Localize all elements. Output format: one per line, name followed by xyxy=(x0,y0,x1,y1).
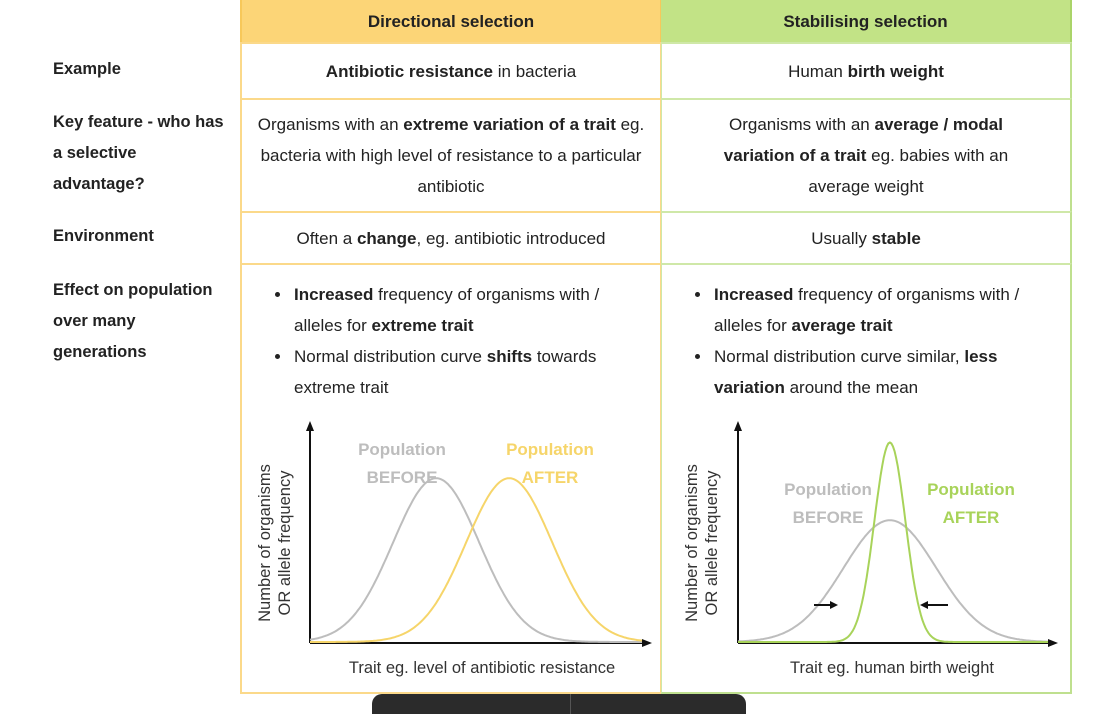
bold-text: Increased xyxy=(714,285,794,304)
text: Human xyxy=(788,61,848,81)
bold-text: extreme trait xyxy=(371,316,474,335)
effect-list-directional: Increased frequency of organisms with / … xyxy=(242,279,660,403)
arrowhead xyxy=(920,601,928,609)
cell-environment-stabilising: Usually stable xyxy=(661,211,1072,263)
text: Normal distribution curve similar, xyxy=(714,347,965,366)
list-item: Normal distribution curve similar, less … xyxy=(712,341,1060,403)
text: frequency of organisms with / alleles fo… xyxy=(294,285,600,335)
cell-key-feature-stabilising: Organisms with an average / modal variat… xyxy=(661,98,1072,211)
bold-text: extreme variation of a trait xyxy=(403,115,616,134)
arrowhead xyxy=(830,601,838,609)
y-axis-arrowhead xyxy=(734,421,742,431)
text: eg. babies with an average weight xyxy=(808,146,1009,196)
text: Normal distribution curve xyxy=(294,347,487,366)
bold-text: change xyxy=(356,228,417,248)
header-directional-label: Directional selection xyxy=(367,11,535,31)
row-label-effect: Effect on population over many generatio… xyxy=(53,281,213,361)
bold-text: shifts xyxy=(486,347,533,366)
header-stabilising: Stabilising selection xyxy=(661,0,1072,42)
list-item: Increased frequency of organisms with / … xyxy=(712,279,1060,341)
row-label-example: Example xyxy=(53,60,121,78)
bold-text: Antibiotic resistance xyxy=(325,61,494,81)
series-label-after: Population xyxy=(927,480,1015,499)
text: towards extreme trait xyxy=(294,347,597,397)
list-item: Normal distribution curve shifts towards… xyxy=(292,341,652,403)
bold-text: stable xyxy=(871,228,921,248)
cell-key-feature-directional: Organisms with an extreme variation of a… xyxy=(240,98,661,211)
cell-effect-stabilising: Increased frequency of organisms with / … xyxy=(661,263,1072,694)
cell-example-directional: Antibiotic resistance in bacteria xyxy=(240,42,661,98)
cell-effect-directional: Increased frequency of organisms with / … xyxy=(240,263,661,694)
series-label-after: AFTER xyxy=(943,508,1000,527)
series-curve-after xyxy=(738,441,1048,643)
x-axis-arrowhead xyxy=(1048,639,1058,647)
bottom-overlay-bar xyxy=(372,694,746,714)
text: Organisms with an xyxy=(257,115,404,134)
bold-text: less variation xyxy=(714,347,998,397)
header-stabilising-label: Stabilising selection xyxy=(783,11,948,31)
corner-cell xyxy=(0,0,240,42)
y-axis-label: OR allele frequency xyxy=(703,470,721,616)
bold-text: average / modal variation of a trait xyxy=(723,115,1003,165)
x-axis-arrowhead xyxy=(642,639,652,647)
bold-text: birth weight xyxy=(847,61,944,81)
series-label-after: Population xyxy=(506,440,594,459)
bold-text: Increased xyxy=(294,285,374,304)
text: eg. bacteria with high level of resistan… xyxy=(260,115,645,196)
series-curve-before xyxy=(309,477,642,643)
effect-list-stabilising: Increased frequency of organisms with / … xyxy=(662,279,1070,403)
cell-environment-directional: Often a change, eg. antibiotic introduce… xyxy=(240,211,661,263)
y-axis-label: Number of organisms xyxy=(256,464,274,622)
x-axis-label: Trait eg. human birth weight xyxy=(790,659,994,677)
cell-example-stabilising: Human birth weight xyxy=(661,42,1072,98)
text: Usually xyxy=(811,228,872,248)
row-label-environment: Environment xyxy=(53,227,154,245)
y-axis-label: OR allele frequency xyxy=(276,470,294,616)
text: Often a xyxy=(296,228,357,248)
series-label-before: Population xyxy=(358,440,446,459)
series-label-after: AFTER xyxy=(522,468,579,487)
overlay-divider xyxy=(570,694,571,714)
x-axis-label: Trait eg. level of antibiotic resistance xyxy=(349,659,615,677)
series-curve-before xyxy=(737,519,1048,643)
text: frequency of organisms with / alleles fo… xyxy=(714,285,1020,335)
stabilising-selection-chart: Number of organisms OR allele frequency Tr… xyxy=(683,421,1058,677)
text: in bacteria xyxy=(493,61,577,81)
bold-text: average trait xyxy=(791,316,893,335)
list-item: Increased frequency of organisms with / … xyxy=(292,279,652,341)
series-curve-after xyxy=(310,477,643,643)
series-label-before: BEFORE xyxy=(367,468,438,487)
series-label-before: BEFORE xyxy=(793,508,864,527)
y-axis-arrowhead xyxy=(306,421,314,431)
comparison-table: Directional selection Stabilising select… xyxy=(0,0,1072,694)
text: Organisms with an xyxy=(728,115,875,134)
text: , eg. antibiotic introduced xyxy=(416,228,606,248)
directional-selection-chart: Number of organisms OR allele frequency Tr… xyxy=(256,421,652,677)
row-label-key-feature: Key feature - who has a selective advant… xyxy=(53,113,224,193)
header-directional: Directional selection xyxy=(240,0,661,42)
series-label-before: Population xyxy=(784,480,872,499)
y-axis-label: Number of organisms xyxy=(683,464,701,622)
text: around the mean xyxy=(784,378,919,397)
